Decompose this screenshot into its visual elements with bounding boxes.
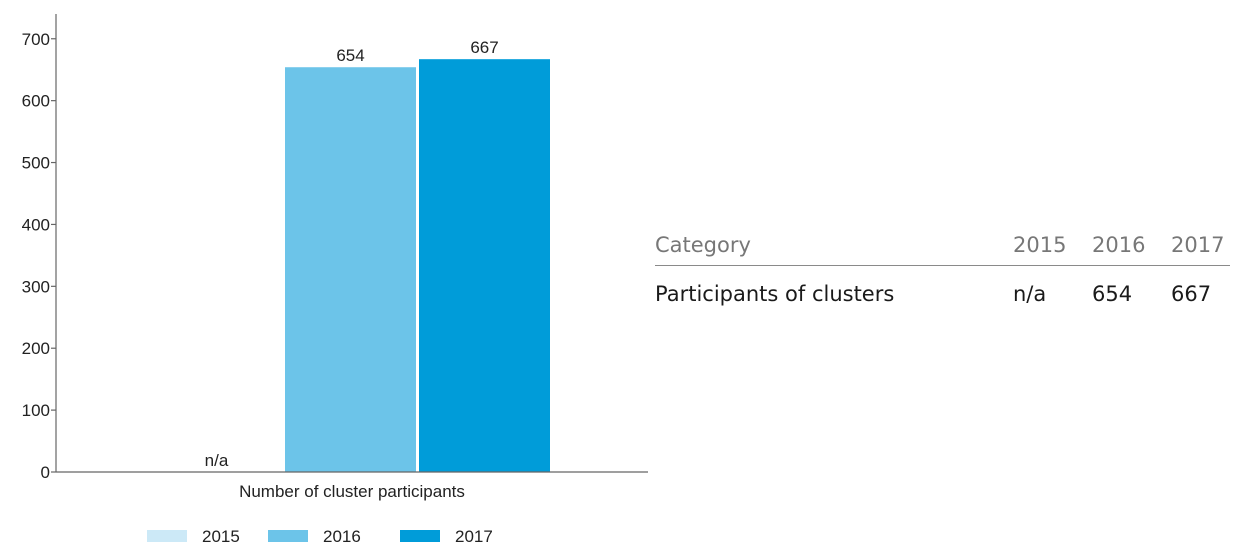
- bar-2017: [419, 59, 550, 472]
- x-axis-label: Number of cluster participants: [239, 482, 465, 501]
- header-2016: 2016: [1092, 233, 1146, 257]
- y-tick-label: 700: [22, 30, 50, 49]
- header-2015: 2015: [1013, 233, 1067, 257]
- row-value-2016: 654: [1092, 282, 1133, 306]
- data-labels: n/a 654 667: [205, 38, 499, 470]
- data-label-2015: n/a: [205, 451, 229, 470]
- y-tick-label: 0: [41, 463, 50, 482]
- y-tick-label: 400: [22, 215, 50, 234]
- y-tick-label: 100: [22, 401, 50, 420]
- header-category: Category: [655, 233, 751, 257]
- row-value-2015: n/a: [1013, 282, 1047, 306]
- bars: [285, 59, 550, 473]
- y-axis: 0 100 200 300 400 500 600 700: [22, 14, 57, 482]
- legend: 2015 2016 2017: [147, 527, 493, 545]
- data-table: Category 2015 2016 2017 Participants of …: [655, 225, 1230, 306]
- row-value-2017: 667: [1171, 282, 1212, 306]
- legend-swatch-2016: [268, 530, 308, 542]
- header-2017: 2017: [1171, 233, 1225, 257]
- data-label-2017: 667: [470, 38, 498, 57]
- legend-label-2016: 2016: [323, 527, 361, 545]
- legend-label-2015: 2015: [202, 527, 240, 545]
- y-tick-label: 600: [22, 92, 50, 111]
- table-row: Participants of clusters n/a 654 667: [655, 266, 1230, 306]
- y-tick-label: 500: [22, 154, 50, 173]
- table-header-row: Category 2015 2016 2017: [655, 225, 1230, 266]
- y-tick-label: 200: [22, 339, 50, 358]
- legend-label-2017: 2017: [455, 527, 493, 545]
- legend-swatch-2015: [147, 530, 187, 542]
- legend-swatch-2017: [400, 530, 440, 542]
- x-axis: Number of cluster participants: [56, 471, 648, 501]
- y-tick-label: 300: [22, 277, 50, 296]
- bar-chart: 0 100 200 300 400 500 600 700 n/a 654 667 Number …: [22, 14, 648, 545]
- row-category: Participants of clusters: [655, 282, 895, 306]
- data-label-2016: 654: [336, 46, 364, 65]
- bar-2016: [285, 67, 416, 473]
